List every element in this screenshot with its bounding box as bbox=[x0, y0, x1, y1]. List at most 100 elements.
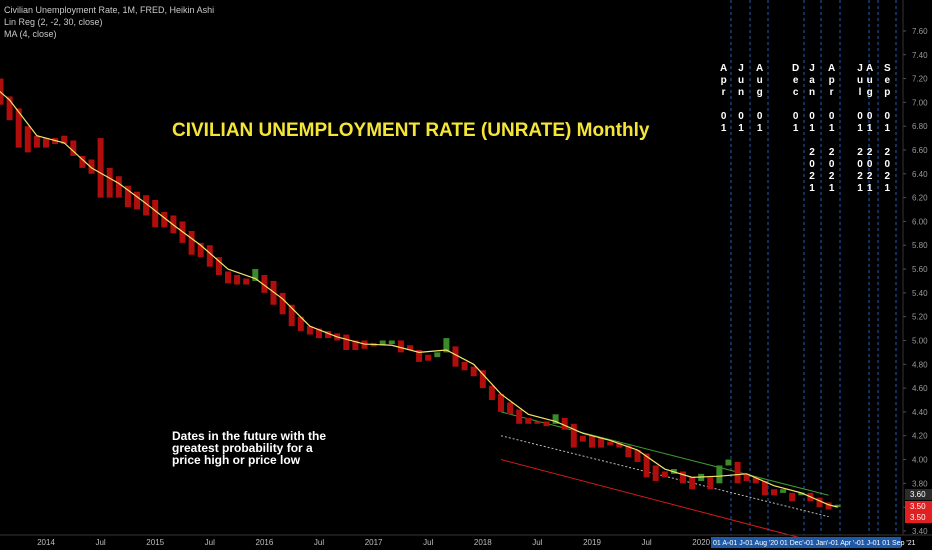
candle bbox=[143, 195, 150, 216]
candle bbox=[270, 280, 277, 305]
y-tick-label: 4.60 bbox=[912, 384, 928, 393]
candle bbox=[97, 138, 104, 198]
y-tick-label: 6.80 bbox=[912, 122, 928, 131]
y-tick-label: 5.00 bbox=[912, 336, 928, 345]
price-label-bg bbox=[905, 512, 932, 523]
candle bbox=[106, 167, 113, 198]
candle bbox=[234, 275, 241, 285]
candle bbox=[215, 257, 222, 275]
candle bbox=[407, 345, 413, 350]
candle bbox=[61, 135, 68, 145]
candle bbox=[534, 421, 541, 424]
candle bbox=[306, 326, 313, 335]
y-tick-label: 5.80 bbox=[912, 241, 928, 250]
y-tick-label: 5.60 bbox=[912, 265, 928, 274]
y-tick-label: 6.00 bbox=[912, 217, 928, 226]
x-tick-label: 2018 bbox=[474, 538, 492, 547]
candle bbox=[461, 361, 468, 371]
x-tick-label: 2017 bbox=[365, 538, 383, 547]
candle bbox=[225, 271, 231, 284]
candle bbox=[816, 497, 823, 508]
candle bbox=[661, 471, 668, 478]
candle bbox=[6, 96, 13, 121]
candle bbox=[525, 417, 532, 424]
candle bbox=[616, 442, 623, 448]
y-tick-label: 7.40 bbox=[912, 51, 928, 60]
candle bbox=[570, 423, 577, 448]
x-tick-label: Jul bbox=[314, 538, 324, 547]
candle bbox=[634, 450, 641, 462]
candle bbox=[498, 394, 504, 412]
future-date-label: A u g 0 1 bbox=[756, 63, 764, 134]
candle bbox=[24, 126, 31, 153]
future-date-label: S e p 0 1 2 0 2 1 bbox=[884, 63, 891, 194]
y-tick-label: 3.80 bbox=[912, 479, 928, 488]
candle bbox=[643, 453, 650, 478]
price-label: 3.50 bbox=[910, 513, 926, 522]
candle bbox=[771, 489, 777, 496]
candle bbox=[206, 245, 213, 267]
legend-ma: MA (4, close) bbox=[4, 29, 57, 39]
x-tick-label: 2020 bbox=[692, 538, 710, 547]
y-tick-label: 3.40 bbox=[912, 527, 928, 536]
candle bbox=[689, 477, 696, 490]
candle bbox=[297, 316, 304, 331]
candle bbox=[397, 340, 404, 353]
candle bbox=[434, 352, 441, 358]
candle bbox=[134, 191, 140, 210]
candle bbox=[352, 340, 359, 350]
candle bbox=[188, 230, 195, 255]
future-date-tag-text: 01 A▫01 J▫01 Aug '20 01 Dec'▫01 Jan'▫01 … bbox=[713, 540, 916, 547]
future-date-tag-strip bbox=[711, 537, 901, 548]
price-label-bg bbox=[905, 489, 932, 500]
legend-linreg: Lin Reg (2, -2, 30, close) bbox=[4, 17, 103, 27]
candle bbox=[543, 421, 550, 427]
candle bbox=[243, 278, 250, 285]
candle bbox=[124, 185, 131, 208]
candle bbox=[716, 465, 723, 484]
y-tick-label: 6.40 bbox=[912, 170, 928, 179]
price-label: 3.50 bbox=[910, 502, 926, 511]
y-tick-label: 5.20 bbox=[912, 313, 928, 322]
chart-note: Dates in the future with the greatest pr… bbox=[172, 429, 327, 467]
x-tick-label: Jul bbox=[423, 538, 433, 547]
candle bbox=[825, 502, 832, 510]
candle bbox=[579, 435, 586, 442]
candle bbox=[625, 445, 632, 458]
y-tick-label: 4.20 bbox=[912, 432, 928, 441]
candle bbox=[279, 292, 286, 315]
x-tick-label: 2014 bbox=[37, 538, 55, 547]
candle bbox=[33, 135, 40, 148]
candle bbox=[443, 338, 450, 353]
candle bbox=[115, 176, 122, 198]
candle bbox=[316, 328, 322, 339]
candle bbox=[325, 330, 332, 339]
y-tick-label: 7.20 bbox=[912, 75, 928, 84]
candle bbox=[552, 414, 559, 424]
candle bbox=[725, 459, 732, 466]
legend-series: Civilian Unemployment Rate, 1M, FRED, He… bbox=[4, 5, 215, 15]
x-tick-label: 2019 bbox=[583, 538, 601, 547]
price-label: 3.60 bbox=[910, 490, 926, 499]
candle bbox=[561, 417, 568, 430]
y-tick-label: 6.20 bbox=[912, 194, 928, 203]
ma-line bbox=[0, 90, 838, 508]
candle bbox=[752, 477, 759, 484]
candle bbox=[798, 492, 805, 496]
candle bbox=[470, 366, 477, 377]
future-date-label: J u l 0 1 2 0 2 1 bbox=[857, 63, 864, 194]
upper-channel-line bbox=[500, 411, 829, 496]
candle bbox=[479, 370, 486, 389]
candle bbox=[261, 275, 268, 293]
candle bbox=[388, 340, 395, 345]
candle bbox=[15, 108, 22, 148]
x-tick-label: Jul bbox=[641, 538, 651, 547]
candle bbox=[197, 242, 204, 258]
candle bbox=[789, 492, 796, 502]
y-tick-label: 7.00 bbox=[912, 98, 928, 107]
candle bbox=[607, 441, 614, 446]
candle bbox=[288, 304, 295, 327]
candle bbox=[70, 140, 77, 156]
candle bbox=[252, 269, 259, 281]
